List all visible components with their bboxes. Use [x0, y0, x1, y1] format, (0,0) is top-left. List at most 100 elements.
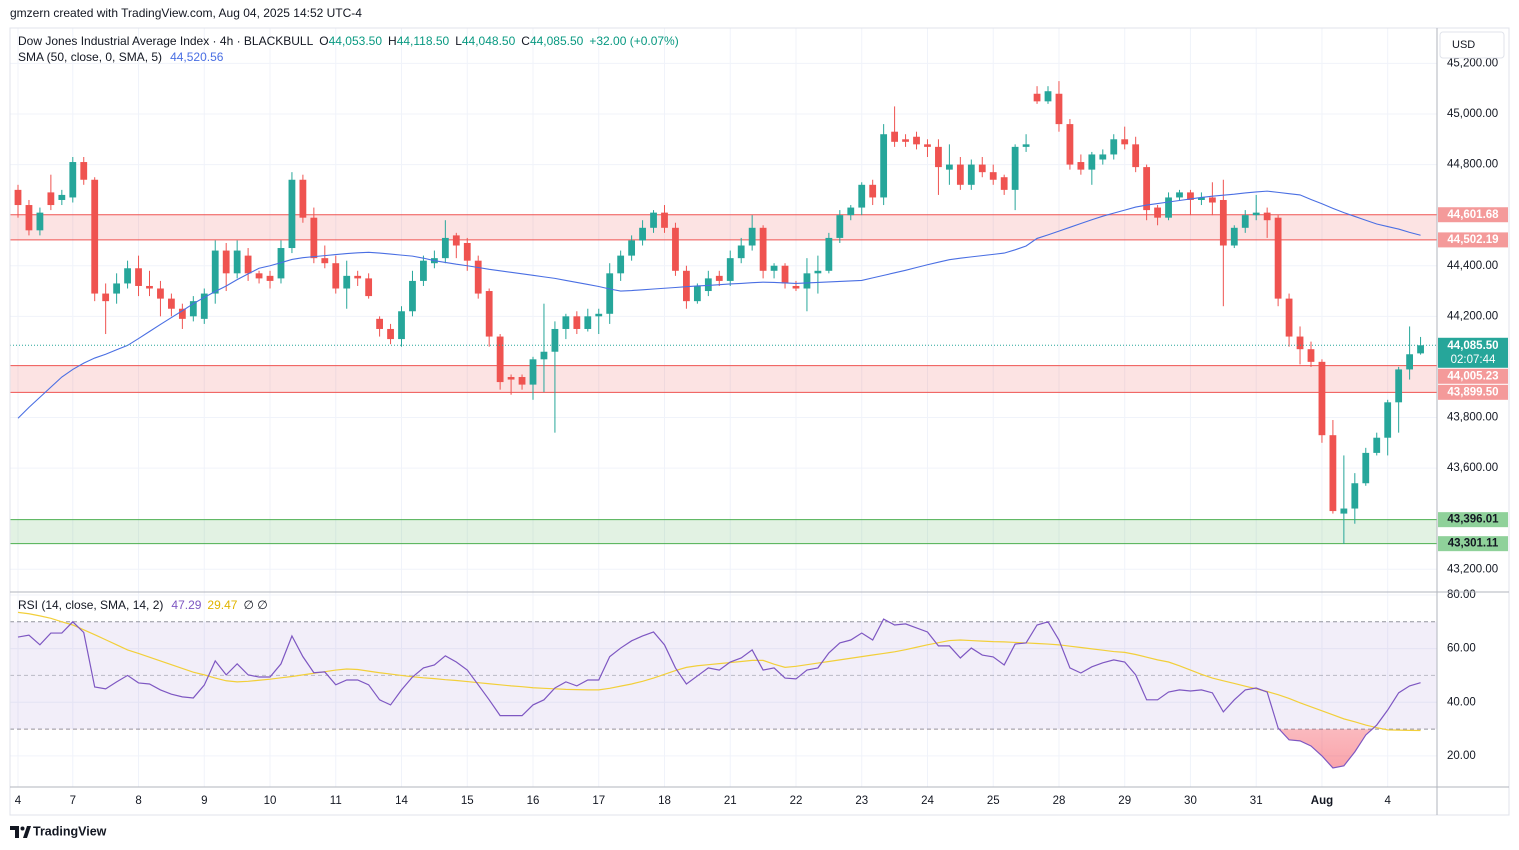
currency-box[interactable]	[1439, 31, 1505, 59]
candle-body	[1362, 452, 1370, 484]
candle-body	[1154, 207, 1161, 218]
y-tick-label: 45,000.00	[1447, 108, 1498, 120]
candle-body	[1351, 483, 1359, 509]
candle-body	[1230, 227, 1238, 246]
candle-body	[1208, 197, 1216, 203]
candle-body	[1033, 93, 1041, 102]
candle-body	[869, 184, 877, 198]
candle-body	[1296, 336, 1304, 350]
candle-body	[332, 263, 340, 289]
candle-body	[496, 336, 504, 383]
candle-body	[1417, 345, 1424, 354]
candle-body	[759, 227, 767, 271]
candle-body	[836, 215, 844, 238]
x-tick-label: 28	[1053, 795, 1066, 807]
candle-body	[387, 328, 394, 340]
candle-body	[200, 293, 208, 319]
candle-body	[1274, 217, 1282, 299]
candle-body	[1066, 124, 1074, 165]
sma-line	[17, 190, 1421, 419]
candle-body	[474, 260, 482, 294]
candle-body	[14, 189, 22, 206]
logo-shape	[23, 826, 31, 838]
candle-body	[222, 250, 230, 274]
candle-body	[672, 227, 679, 271]
sma-value: 44,520.56	[170, 50, 224, 64]
y-tick-label: 60.00	[1447, 643, 1476, 655]
candle-body	[255, 273, 263, 279]
candle-body	[244, 255, 252, 274]
y-tick-label: 20.00	[1447, 750, 1476, 762]
zone-label: 43,301.11	[1448, 538, 1499, 550]
candle-body	[485, 291, 493, 337]
ohlc-value: 44,053.50	[329, 34, 383, 48]
candle-body	[343, 275, 351, 289]
candle-body	[113, 283, 121, 294]
candle-body	[1077, 162, 1085, 170]
ohlc-value: 44,085.50	[530, 34, 584, 48]
y-tick-label: 43,200.00	[1447, 563, 1498, 575]
candle-body	[376, 318, 383, 329]
x-tick-label: 4	[15, 795, 22, 807]
candle-body	[1384, 402, 1392, 438]
zone-label: 43,396.01	[1447, 514, 1499, 526]
candle-body	[463, 242, 471, 261]
candle-body	[135, 268, 142, 286]
x-tick-label: 18	[658, 795, 671, 807]
candle-body	[178, 308, 186, 319]
x-tick-label: Aug	[1311, 795, 1333, 807]
candle-body	[1263, 212, 1271, 221]
candle-body	[1000, 177, 1008, 190]
candle-body	[606, 273, 614, 314]
logo-dot	[20, 826, 25, 831]
x-tick-label: 8	[135, 795, 141, 807]
brand-logo	[10, 826, 31, 838]
candle-body	[661, 212, 668, 228]
candle-body	[551, 328, 559, 352]
candle-body	[1198, 197, 1205, 200]
candle-body	[157, 288, 164, 299]
candle-body	[1110, 139, 1118, 155]
candle-body	[1176, 192, 1183, 198]
y-tick-label: 44,800.00	[1447, 159, 1498, 171]
candle-body	[354, 275, 362, 279]
ohlc-key: C	[521, 34, 530, 48]
ohlc-value: 44,048.50	[462, 34, 516, 48]
candle-body	[398, 311, 405, 340]
countdown: 02:07:44	[1451, 354, 1496, 366]
candle-body	[935, 146, 942, 168]
candle-body	[409, 280, 416, 312]
candle-body	[847, 207, 855, 216]
y-tick-label: 44,200.00	[1447, 310, 1498, 322]
candle-body	[639, 227, 646, 241]
candle-body	[189, 301, 197, 317]
candle-body	[978, 164, 986, 173]
candle-body	[1187, 192, 1194, 200]
candle-body	[1395, 369, 1403, 403]
x-tick-label: 30	[1184, 795, 1197, 807]
x-tick-label: 16	[527, 795, 540, 807]
candle-body	[737, 245, 745, 259]
sma-name: SMA (50, close, 0, SMA, 5)	[18, 50, 162, 64]
x-tick-label: 4	[1384, 795, 1391, 807]
candle-body	[595, 313, 603, 317]
candle-body	[1165, 197, 1172, 218]
candle-body	[518, 377, 526, 385]
candle-body	[310, 217, 318, 259]
last-price-box	[1438, 337, 1508, 368]
y-tick-label: 45,200.00	[1447, 57, 1498, 69]
candle-body	[726, 258, 734, 281]
candle-body	[1252, 212, 1260, 216]
candle-body	[704, 278, 712, 292]
zone-label-box	[1438, 536, 1508, 552]
currency[interactable]: USD	[1452, 39, 1475, 51]
x-tick-label: 21	[724, 795, 737, 807]
candle-body	[924, 144, 931, 147]
candle-body	[715, 275, 723, 281]
x-tick-label: 7	[70, 795, 76, 807]
candle-body	[1055, 93, 1063, 125]
candle-body	[47, 192, 55, 206]
rsi-ma-value: 29.47	[207, 598, 237, 612]
x-tick-label: 9	[201, 795, 207, 807]
